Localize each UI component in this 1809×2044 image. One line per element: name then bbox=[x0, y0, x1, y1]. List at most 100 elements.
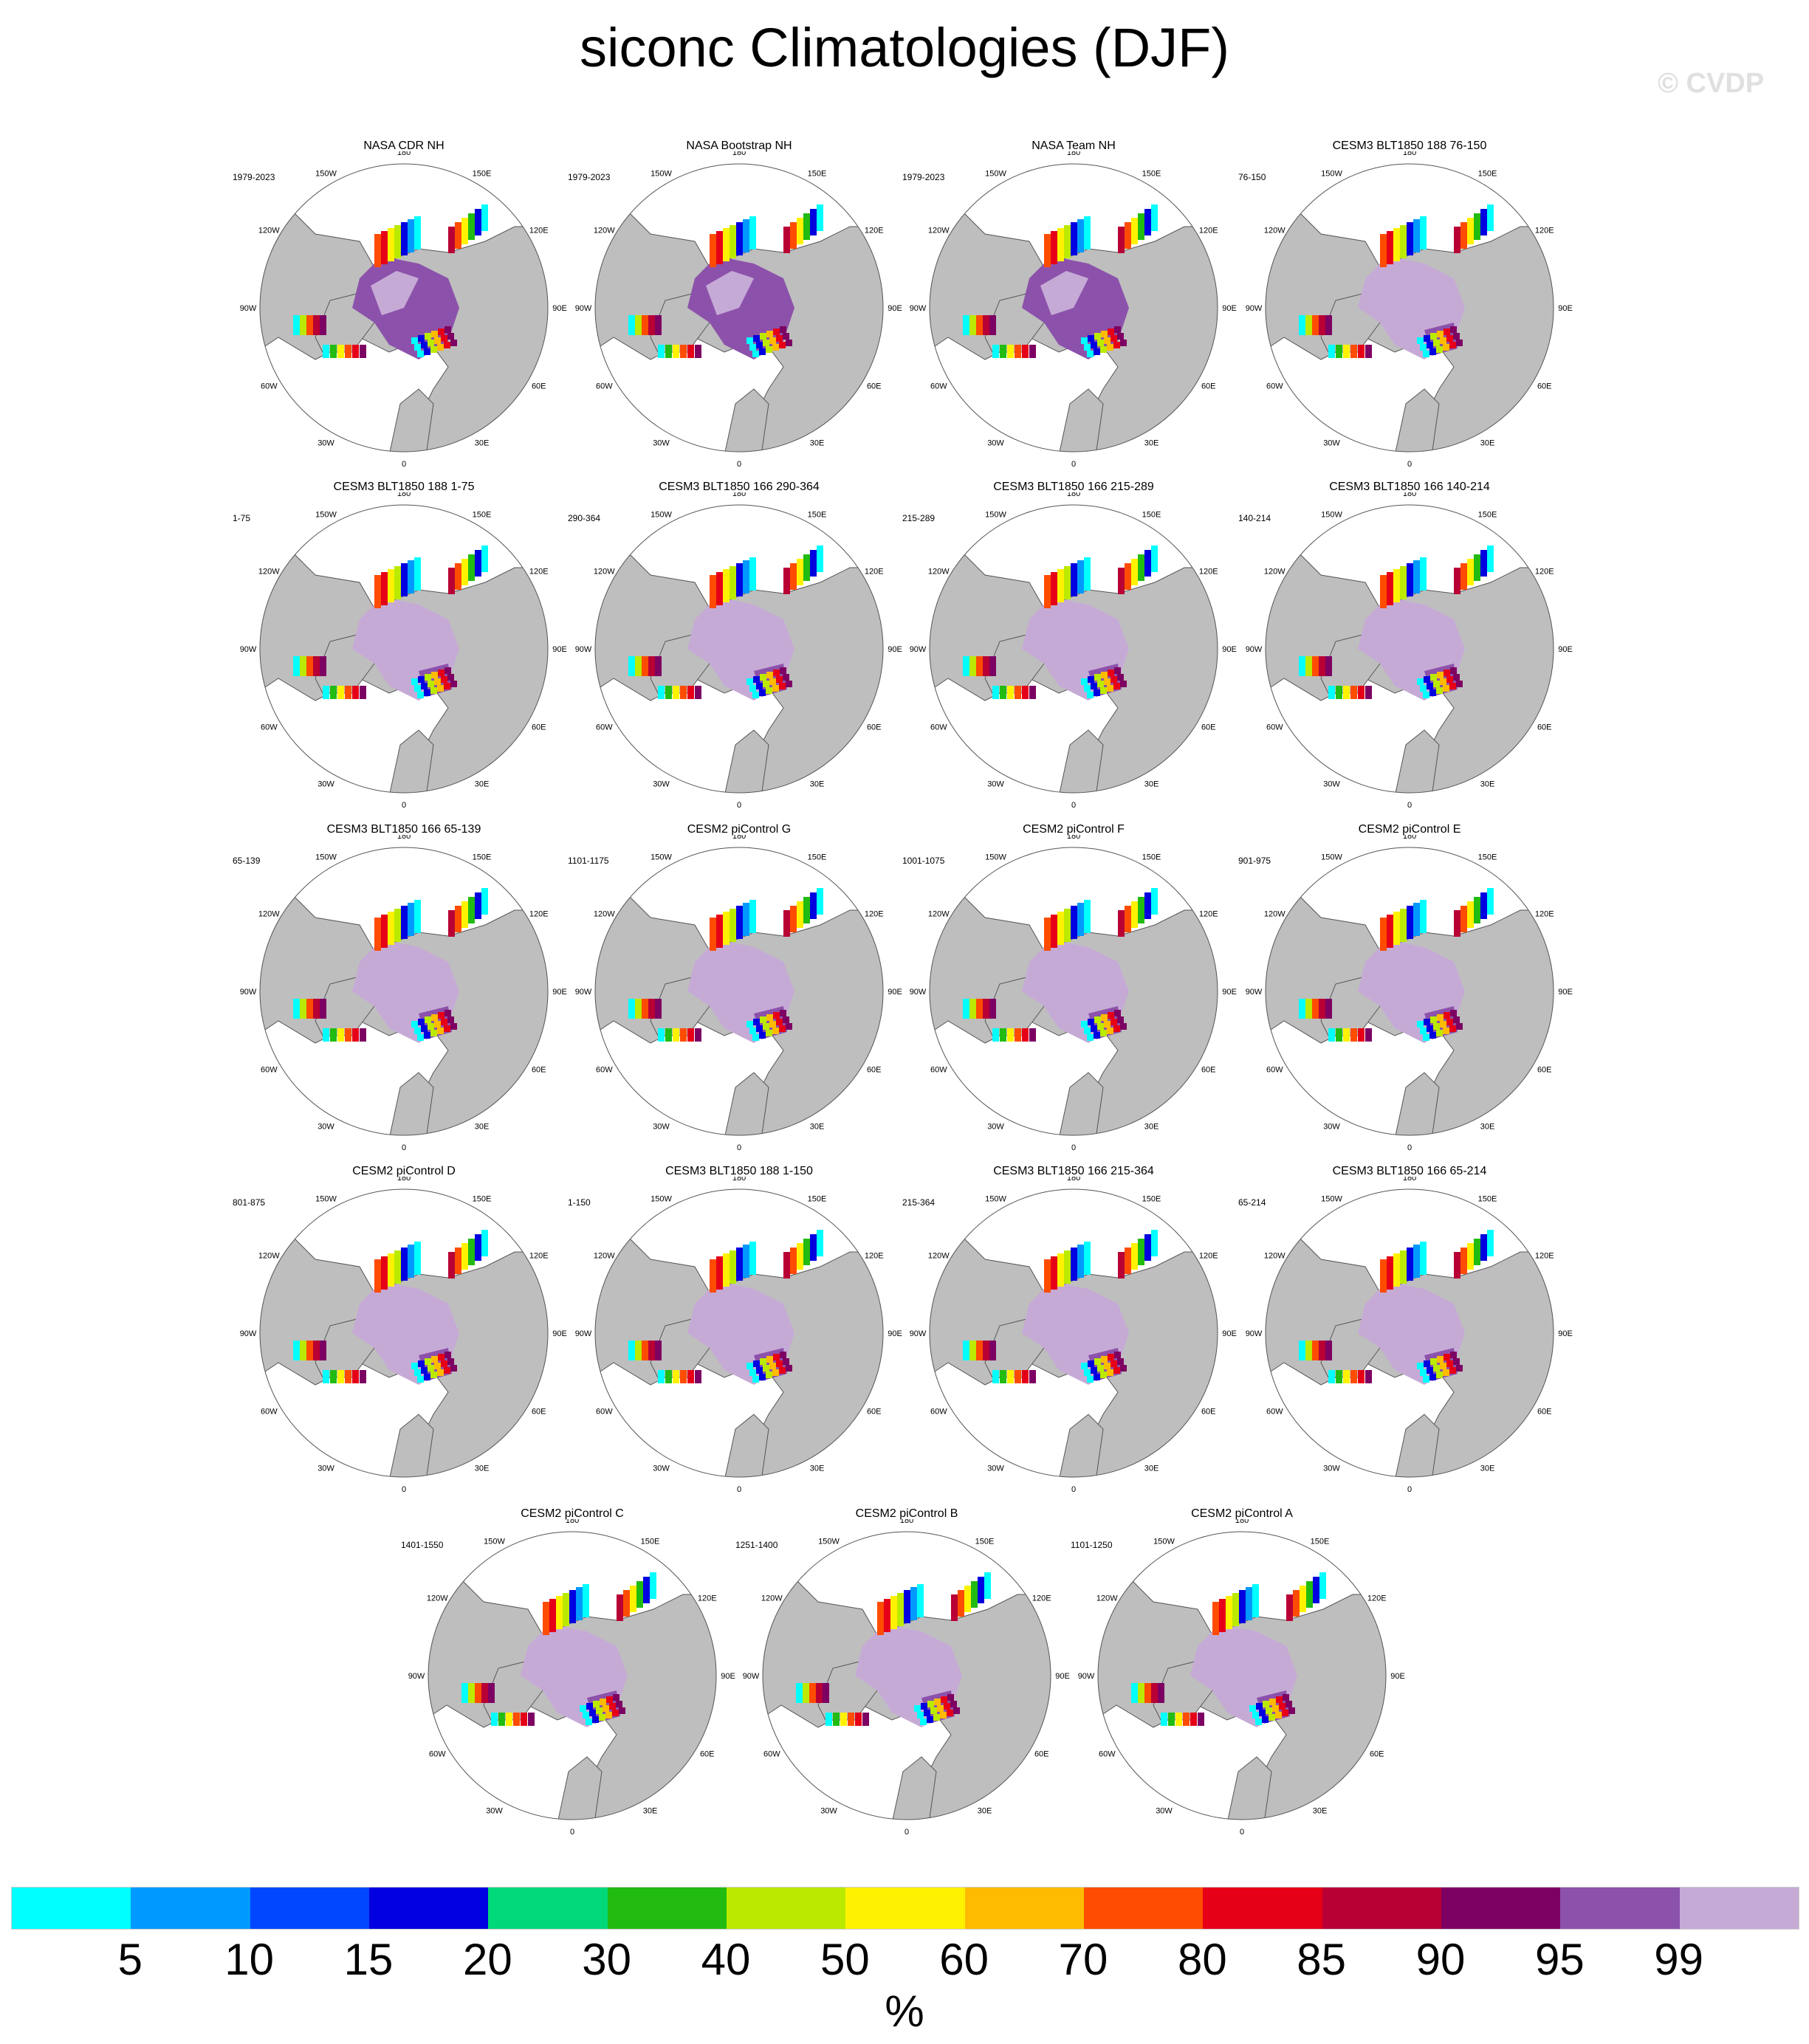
ice-cell bbox=[695, 1028, 701, 1035]
ice-cell bbox=[1380, 575, 1387, 582]
ice-cell bbox=[1144, 892, 1151, 899]
ice-cell bbox=[743, 233, 749, 239]
ice-cell bbox=[1144, 229, 1151, 235]
ice-cell bbox=[1111, 676, 1117, 683]
map-panel: CESM3 BLT1850 188 76-150 76-150 180 150E 120… bbox=[1232, 140, 1587, 486]
ice-cell bbox=[450, 681, 457, 687]
longitude-label: 60E bbox=[700, 1750, 715, 1759]
longitude-label: 60E bbox=[1537, 723, 1552, 732]
ice-cell bbox=[506, 1713, 512, 1719]
ice-cell bbox=[772, 1369, 779, 1376]
ice-cell bbox=[1084, 236, 1091, 243]
ice-cell bbox=[1433, 340, 1440, 346]
ice-cell bbox=[374, 602, 381, 608]
ice-cell bbox=[394, 573, 401, 579]
pacific-ocean bbox=[1098, 1532, 1386, 1636]
ice-cell bbox=[1467, 1250, 1474, 1256]
ice-cell bbox=[749, 243, 756, 250]
ice-cell bbox=[1057, 1273, 1064, 1280]
ice-cell bbox=[374, 1279, 381, 1286]
ice-cell bbox=[1400, 232, 1407, 238]
ice-cell bbox=[635, 670, 642, 676]
ice-cell bbox=[710, 254, 716, 261]
ice-cell bbox=[1144, 1254, 1151, 1261]
map-panel: CESM3 BLT1850 188 1-150 1-150 180 150E 120E 9… bbox=[562, 1165, 916, 1512]
ice-cell bbox=[337, 1377, 344, 1383]
ice-cell bbox=[1387, 941, 1393, 948]
ice-cell bbox=[1474, 917, 1480, 923]
ice-cell bbox=[323, 1028, 329, 1035]
ice-cell bbox=[673, 1370, 679, 1377]
ice-cell bbox=[1101, 672, 1108, 678]
ice-cell bbox=[628, 663, 635, 670]
ice-cell bbox=[1108, 328, 1114, 335]
ice-cell bbox=[1319, 315, 1325, 322]
ice-cell bbox=[773, 1012, 780, 1019]
panel-title: CESM3 BLT1850 166 65-214 bbox=[1332, 1165, 1487, 1177]
ice-cell bbox=[352, 345, 359, 351]
ice-cell bbox=[1460, 570, 1467, 577]
ice-cell bbox=[330, 1377, 337, 1383]
ice-cell bbox=[1044, 247, 1051, 254]
ice-cell bbox=[1343, 1028, 1350, 1035]
ice-cell bbox=[1117, 333, 1124, 340]
ice-cell bbox=[917, 1584, 924, 1591]
ice-cell bbox=[1044, 234, 1051, 241]
ice-cell bbox=[648, 999, 655, 1005]
ice-cell bbox=[1071, 577, 1077, 583]
ice-cell bbox=[1480, 1254, 1487, 1261]
pacific-ocean bbox=[930, 164, 1218, 268]
ice-cell bbox=[665, 1370, 672, 1377]
ice-cell bbox=[752, 1034, 759, 1041]
ice-cell bbox=[803, 1245, 810, 1252]
ice-cell bbox=[488, 1696, 495, 1703]
ice-cell bbox=[576, 1600, 583, 1607]
ice-cell bbox=[1057, 1267, 1064, 1273]
ice-cell bbox=[461, 224, 468, 231]
ice-cell bbox=[1256, 1703, 1263, 1710]
ice-cell bbox=[418, 1360, 425, 1367]
longitude-label: 30E bbox=[1480, 1123, 1495, 1132]
longitude-label: 90W bbox=[575, 1329, 592, 1338]
ice-cell bbox=[1319, 1592, 1326, 1599]
longitude-label: 150E bbox=[1142, 853, 1161, 861]
ice-cell bbox=[976, 1341, 983, 1347]
ice-cell bbox=[414, 243, 421, 250]
ice-cell bbox=[1365, 1377, 1372, 1383]
ice-cell bbox=[1380, 588, 1387, 595]
ice-cell bbox=[1319, 322, 1325, 328]
ice-cell bbox=[1144, 1690, 1151, 1696]
ice-cell bbox=[1104, 337, 1111, 344]
ice-cell bbox=[723, 589, 730, 596]
longitude-label: 120E bbox=[1199, 227, 1218, 235]
ice-cell bbox=[330, 1035, 337, 1042]
ice-cell bbox=[1454, 1259, 1460, 1265]
ice-cell bbox=[1365, 1370, 1372, 1377]
ice-cell bbox=[421, 1025, 428, 1032]
ice-cell bbox=[1400, 566, 1407, 573]
map-boundary bbox=[929, 847, 1218, 1136]
longitude-label: 60E bbox=[1370, 1750, 1384, 1759]
ice-cell bbox=[1365, 1028, 1372, 1035]
ice-cell bbox=[619, 1707, 625, 1714]
longitude-label: 60E bbox=[1201, 1066, 1216, 1075]
ice-cell bbox=[313, 322, 320, 328]
ice-cell bbox=[749, 230, 756, 236]
ice-cell bbox=[790, 1254, 797, 1261]
ice-cell bbox=[481, 559, 488, 565]
ice-cell bbox=[803, 561, 810, 568]
ice-cell bbox=[1420, 1255, 1427, 1262]
ice-cell bbox=[1427, 342, 1433, 348]
ice-cell bbox=[783, 1016, 789, 1023]
longitude-label: 30E bbox=[810, 439, 825, 448]
ice-cell bbox=[1084, 223, 1091, 230]
ice-cell bbox=[917, 1597, 924, 1604]
ice-cell bbox=[1393, 248, 1400, 255]
ice-cell bbox=[320, 663, 326, 670]
scandinavia bbox=[388, 1414, 434, 1477]
ice-cell bbox=[1420, 913, 1427, 920]
ice-cell bbox=[1436, 346, 1443, 353]
ice-cell bbox=[408, 246, 414, 252]
longitude-label: 150E bbox=[808, 1194, 827, 1203]
